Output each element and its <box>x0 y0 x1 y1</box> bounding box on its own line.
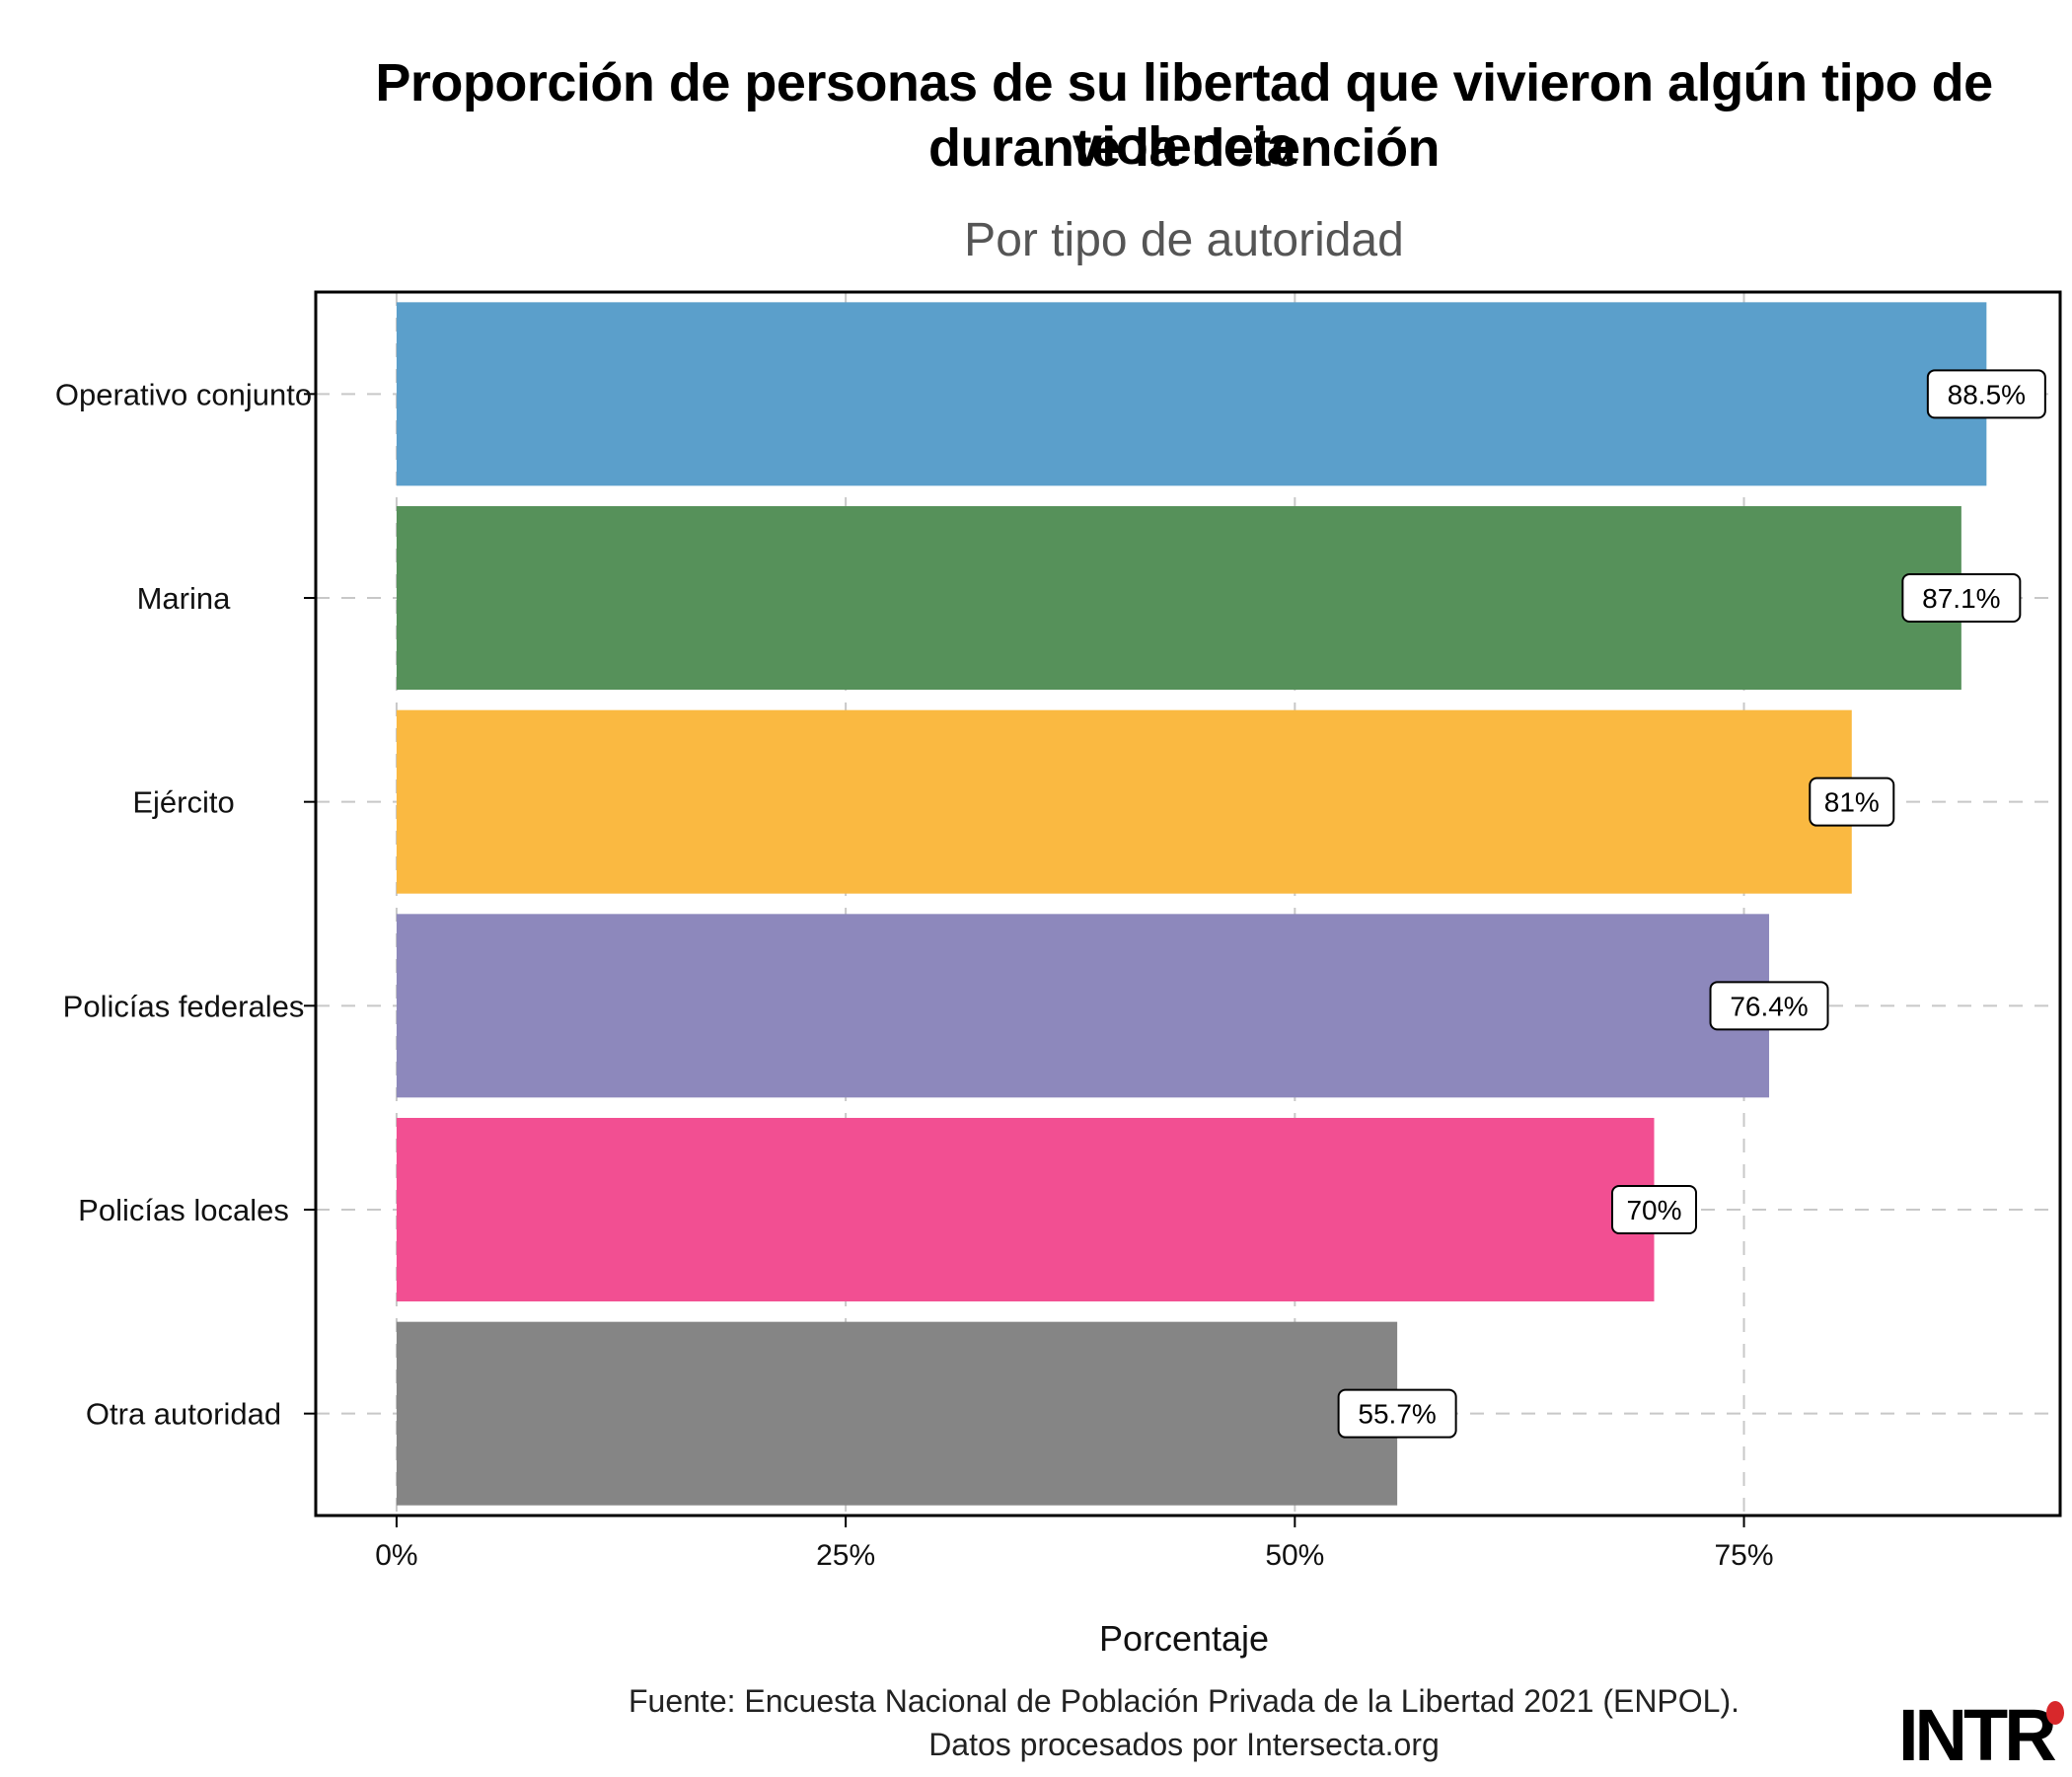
data-label-2: 81% <box>1824 787 1880 818</box>
logo-dot-icon <box>2046 1701 2064 1725</box>
data-label-box-5 <box>1337 1388 1457 1439</box>
x-tick-label-2: 50% <box>1265 1539 1324 1572</box>
source-line-2: Datos procesados por Intersecta.org <box>928 1727 1440 1762</box>
source-line-1: Fuente: Encuesta Nacional de Población P… <box>628 1683 1739 1719</box>
axis-layer: Operativo conjunto Marina Ejército Policías… <box>55 290 2062 1572</box>
x-tick-label-3: 75% <box>1715 1539 1774 1572</box>
bar-3 <box>396 914 1770 1098</box>
data-label-box-4 <box>1610 1185 1697 1234</box>
data-label-4: 70% <box>1626 1195 1681 1225</box>
data-label-3: 76.4% <box>1730 991 1808 1021</box>
y-tick-label-5: Otra autoridad <box>86 1397 281 1432</box>
bar-4 <box>396 1118 1655 1301</box>
data-label-box-1 <box>1901 573 2022 623</box>
bar-5 <box>396 1321 1398 1506</box>
y-tick-label-4: Policías locales <box>78 1193 289 1227</box>
data-label-box-0 <box>1926 369 2046 419</box>
bar-1 <box>396 506 1961 690</box>
y-tick-label-3: Policías federales <box>63 989 305 1023</box>
chart-subtitle: Por tipo de autoridad <box>964 214 1404 266</box>
intersecta-logo: INTR <box>1898 1694 2066 1776</box>
bar-0 <box>396 302 1987 486</box>
x-axis-label: Porcentaje <box>1098 1618 1270 1659</box>
bar-layer <box>396 302 1987 1506</box>
data-label-box-2 <box>1809 777 1895 827</box>
data-label-1: 87.1% <box>1922 583 2000 614</box>
bar-2 <box>396 709 1852 894</box>
chart-title-line-1: Proporción de personas de su libertad qu… <box>375 53 1993 176</box>
plot-panel-border <box>314 290 2062 1518</box>
y-tick-label-0: Operativo conjunto <box>55 377 312 411</box>
data-label-box-3 <box>1709 981 1829 1031</box>
data-label-5: 55.7% <box>1358 1399 1436 1430</box>
y-tick-label-2: Ejército <box>132 785 234 820</box>
data-label-0: 88.5% <box>1948 379 2026 409</box>
x-tick-label-0: 0% <box>375 1539 417 1572</box>
chart-title-line-2: durante la detención <box>927 118 1441 178</box>
data-label-layer: 88.5% 87.1% 81% 76.4% 70% 55.7% <box>1337 369 2046 1439</box>
logo-text: INTR <box>1898 1694 2057 1776</box>
y-tick-label-1: Marina <box>137 581 232 616</box>
x-tick-label-1: 25% <box>816 1539 875 1572</box>
